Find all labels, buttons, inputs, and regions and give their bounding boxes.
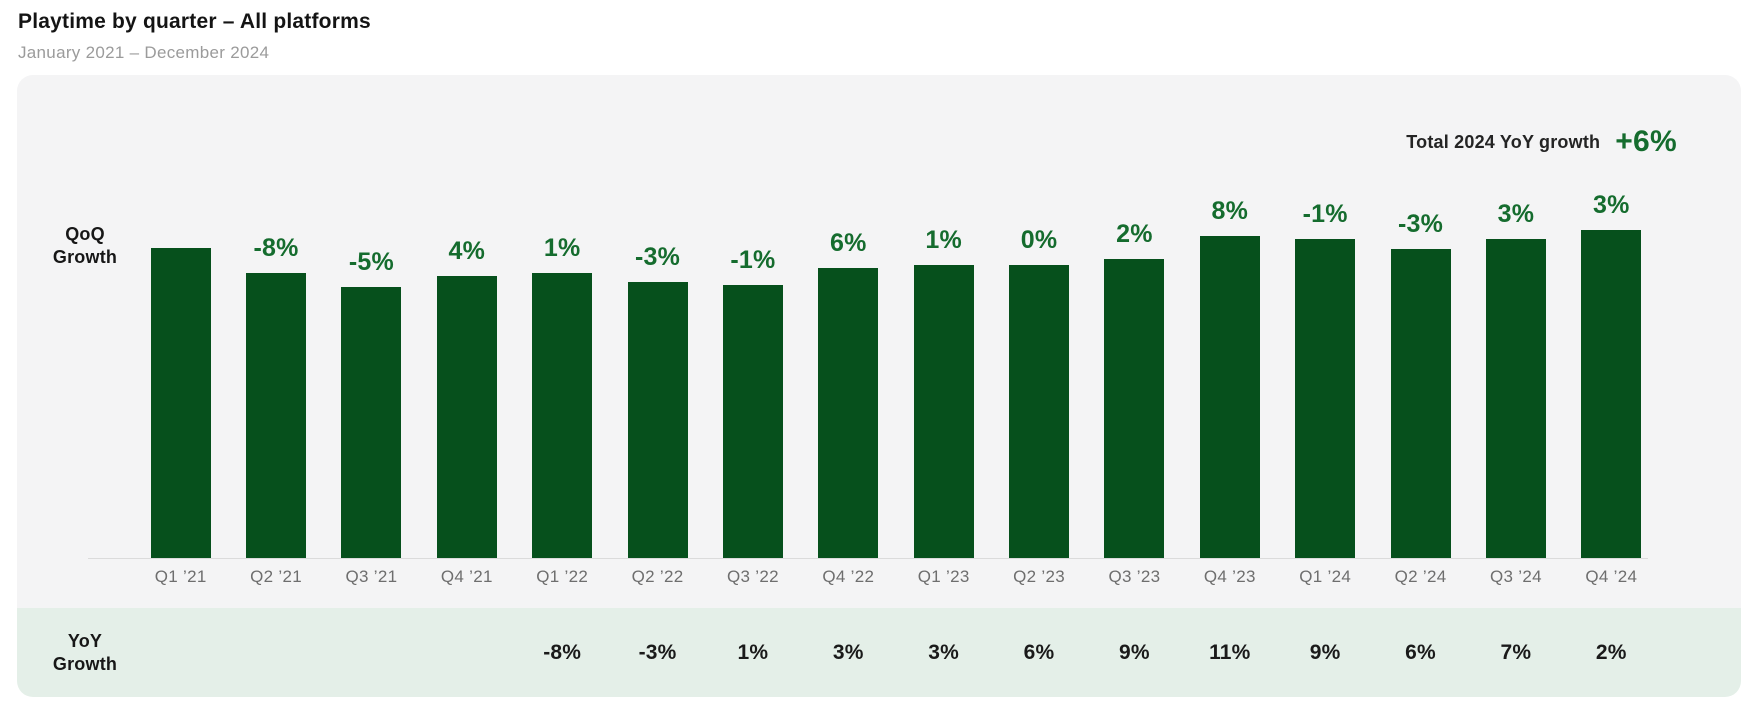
- yoy-value: -8%: [543, 640, 582, 664]
- qoq-bar-label: 8%: [1211, 197, 1249, 225]
- bar: [1295, 239, 1356, 558]
- qoq-axis-label: QoQ Growth: [48, 223, 122, 269]
- bar-column: 4%: [419, 75, 514, 558]
- qoq-bar-label: -5%: [348, 248, 394, 276]
- x-tick-label: Q1 ’22: [536, 567, 589, 586]
- yoy-value: 9%: [1119, 640, 1150, 664]
- bar: [913, 265, 974, 558]
- bar: [627, 282, 688, 558]
- bar: [1104, 259, 1165, 558]
- chart-card: Total 2024 YoY growth +6% QoQ Growth -8%…: [17, 75, 1741, 697]
- bar: [1390, 249, 1451, 558]
- bar-column: 1%: [896, 75, 991, 558]
- yoy-value: 9%: [1309, 640, 1341, 664]
- bar-column: [133, 75, 228, 558]
- x-tick-label: Q3 ’23: [1108, 567, 1161, 586]
- bar: [341, 287, 402, 558]
- qoq-bar-label: -1%: [730, 246, 776, 274]
- x-tick-label: Q1 ’23: [917, 567, 970, 586]
- yoy-value: 1%: [737, 640, 769, 664]
- x-tick-label: Q1 ’24: [1299, 567, 1352, 586]
- qoq-bar-label: 0%: [1020, 226, 1058, 254]
- x-tick-label: Q4 ’21: [440, 567, 493, 586]
- x-tick-label: Q2 ’22: [631, 567, 684, 586]
- yoy-value: 11%: [1209, 640, 1251, 664]
- qoq-bar-label: -8%: [253, 234, 299, 262]
- bar: [532, 273, 593, 558]
- x-tick-label: Q4 ’24: [1585, 567, 1638, 586]
- x-tick-label: Q3 ’21: [345, 567, 398, 586]
- x-tick-label: Q3 ’22: [726, 567, 779, 586]
- qoq-bar-label: 2%: [1116, 220, 1153, 248]
- x-tick-label: Q4 ’22: [822, 567, 875, 586]
- qoq-bar-label: 3%: [1593, 191, 1630, 219]
- bar-column: -1%: [1278, 75, 1373, 558]
- bar: [818, 268, 879, 558]
- qoq-bar-label: -3%: [635, 243, 681, 271]
- bar-column: -5%: [324, 75, 419, 558]
- x-tick-label: Q2 ’21: [250, 567, 302, 586]
- bar: [436, 276, 497, 558]
- page-subtitle: January 2021 – December 2024: [18, 43, 270, 62]
- yoy-axis-label-line1: YoY: [67, 631, 103, 651]
- bar-column: 6%: [801, 75, 896, 558]
- x-tick-label: Q4 ’23: [1203, 567, 1256, 586]
- bar-column: 1%: [515, 75, 610, 558]
- yoy-value: 6%: [1405, 640, 1436, 664]
- bar: [1581, 230, 1642, 558]
- bar: [246, 273, 307, 558]
- x-tick-label: Q1 ’21: [154, 567, 207, 586]
- yoy-value: 7%: [1500, 640, 1532, 664]
- yoy-row: YoY Growth -8% -3% 1% 3% 3% 6% 9% 11% 9% 6% 7% 2%: [17, 608, 1741, 697]
- qoq-axis-label-line1: QoQ: [65, 224, 105, 244]
- bar-column: 3%: [1564, 75, 1659, 558]
- qoq-bar-label: 4%: [448, 237, 486, 265]
- total-yoy-label: Total 2024 YoY growth: [1406, 131, 1601, 152]
- yoy-values-row: -8% -3% 1% 3% 3% 6% 9% 11% 9% 6% 7% 2%: [133, 608, 1659, 697]
- bar-plot: -8% -5% 4% 1% -3% -1% 6% 1% 0% 2% 8% -1% -3% 3% 3%: [133, 75, 1659, 558]
- page-title: Playtime by quarter – All platforms: [18, 10, 371, 33]
- x-tick-label: Q3 ’24: [1489, 567, 1542, 586]
- qoq-bar-label: 6%: [830, 229, 867, 257]
- total-yoy-value: +6%: [1615, 125, 1677, 158]
- bar-column: 3%: [1468, 75, 1563, 558]
- bar: [150, 248, 211, 558]
- bar-column: 2%: [1087, 75, 1182, 558]
- qoq-bar-label: -1%: [1302, 200, 1348, 228]
- x-axis-tick-row: Q1 ’21 Q2 ’21 Q3 ’21 Q4 ’21 Q1 ’22 Q2 ’22 Q3 ’…: [133, 567, 1659, 587]
- yoy-value: 2%: [1595, 640, 1627, 664]
- qoq-bar-label: -3%: [1398, 210, 1444, 238]
- bar-column: 0%: [991, 75, 1086, 558]
- bar-column: -8%: [228, 75, 323, 558]
- bar-column: -3%: [1373, 75, 1468, 558]
- yoy-value: 3%: [832, 640, 864, 664]
- bar: [722, 285, 783, 558]
- qoq-bar-label: 3%: [1497, 200, 1535, 228]
- yoy-axis-label: YoY Growth: [48, 630, 122, 676]
- yoy-value: -3%: [638, 640, 677, 664]
- bar: [1199, 236, 1260, 558]
- qoq-bar-label: 1%: [543, 234, 581, 262]
- total-yoy-summary: Total 2024 YoY growth +6%: [1406, 125, 1677, 159]
- bar-column: -1%: [705, 75, 800, 558]
- bar-column: -3%: [610, 75, 705, 558]
- bar-column: 8%: [1182, 75, 1277, 558]
- bar: [1009, 265, 1070, 558]
- x-tick-label: Q2 ’24: [1394, 567, 1447, 586]
- yoy-value: 3%: [928, 640, 960, 664]
- chart-area: Total 2024 YoY growth +6% QoQ Growth -8%…: [17, 75, 1741, 608]
- x-tick-label: Q2 ’23: [1013, 567, 1065, 586]
- qoq-bar-label: 1%: [925, 226, 962, 254]
- yoy-value: 6%: [1023, 640, 1055, 664]
- x-axis-line: [88, 558, 1648, 559]
- bar: [1485, 239, 1546, 558]
- yoy-axis-label-line2: Growth: [52, 654, 118, 674]
- qoq-axis-label-line2: Growth: [52, 247, 118, 267]
